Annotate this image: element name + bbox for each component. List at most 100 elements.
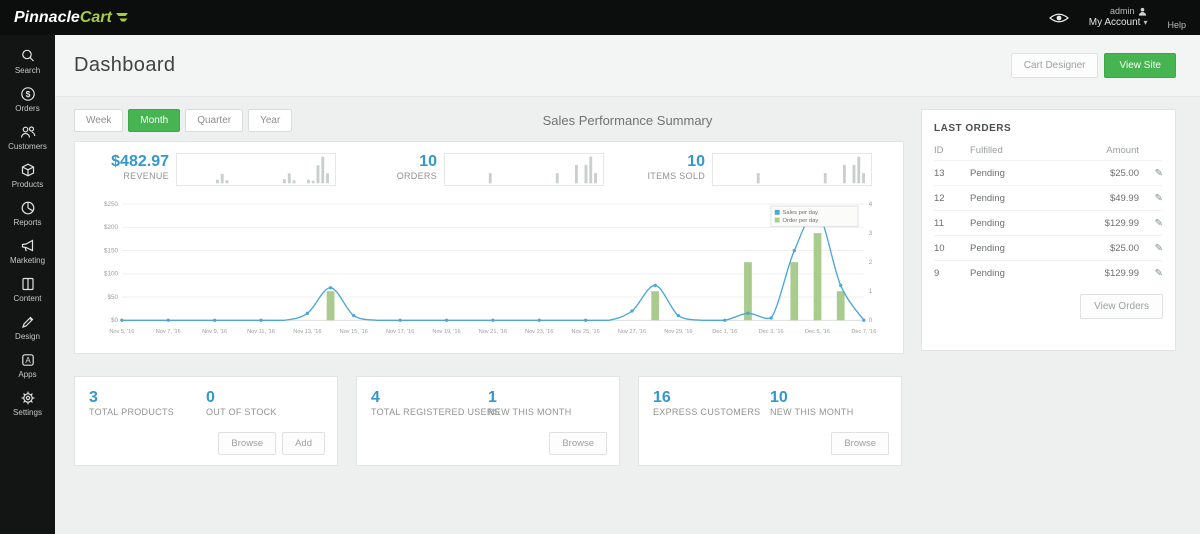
- account-block: admin My Account ▾: [1089, 6, 1148, 30]
- svg-text:Nov 13, '16: Nov 13, '16: [293, 329, 321, 335]
- table-row: 10 Pending $25.00 ✎: [934, 235, 1163, 260]
- help-link[interactable]: Help: [1167, 19, 1186, 30]
- new-express-value: 10: [770, 389, 788, 406]
- svg-text:Sales per day: Sales per day: [783, 210, 819, 216]
- sidebar-item-customers[interactable]: Customers: [0, 119, 55, 157]
- orders-value: 10: [419, 153, 437, 170]
- customers-icon: [20, 126, 35, 138]
- table-row: 11 Pending $129.99 ✎: [934, 210, 1163, 235]
- edit-order-icon[interactable]: ✎: [1154, 217, 1163, 229]
- sidebar-item-reports[interactable]: Reports: [0, 195, 55, 233]
- tab-week[interactable]: Week: [74, 109, 124, 132]
- svg-text:Nov 15, '16: Nov 15, '16: [340, 329, 368, 335]
- view-orders-button[interactable]: View Orders: [1080, 294, 1163, 319]
- revenue-sparkline: [176, 153, 336, 186]
- orders-sparkline: [444, 153, 604, 186]
- svg-text:Nov 21, '16: Nov 21, '16: [479, 329, 507, 335]
- order-status: Pending: [970, 217, 1005, 229]
- browse-express-customers-button[interactable]: Browse: [831, 432, 889, 455]
- svg-text:1: 1: [869, 288, 873, 295]
- order-status: Pending: [970, 267, 1005, 279]
- sidebar-item-label: Search: [14, 66, 41, 75]
- edit-order-icon[interactable]: ✎: [1154, 192, 1163, 204]
- table-row: 9 Pending $129.99 ✎: [934, 260, 1163, 285]
- orders-label: ORDERS: [396, 171, 437, 182]
- admin-user: admin: [1110, 6, 1148, 17]
- total-users-value: 4: [371, 389, 380, 406]
- chart-column: Week Month Quarter Year $482.97 REVENUE: [74, 109, 904, 354]
- orders-bars: [326, 233, 845, 321]
- my-account-label: My Account: [1088, 16, 1141, 28]
- sidebar-item-label: Settings: [13, 408, 42, 417]
- chart-legend: Sales per day Order per day: [770, 205, 859, 227]
- sidebar-item-orders[interactable]: $ Orders: [0, 81, 55, 119]
- order-status: Pending: [970, 242, 1005, 254]
- items-sold-value: 10: [687, 153, 705, 170]
- app-logo[interactable]: Pinnacle Cart: [14, 9, 129, 27]
- edit-order-icon[interactable]: ✎: [1154, 167, 1163, 179]
- svg-text:$100: $100: [104, 271, 118, 278]
- reports-icon: [21, 201, 34, 215]
- items-sold-sparkline: [712, 153, 872, 186]
- content-area: Sales Performance Summary Week Month Qua…: [55, 97, 1200, 466]
- edit-order-icon[interactable]: ✎: [1154, 242, 1163, 254]
- sidebar-item-content[interactable]: Content: [0, 271, 55, 309]
- svg-text:Nov 11, '16: Nov 11, '16: [247, 329, 275, 335]
- column-header-amount: Amount: [1106, 144, 1139, 156]
- apps-icon: A: [21, 354, 34, 366]
- preview-eye-icon[interactable]: [1048, 12, 1069, 24]
- sidebar-item-design[interactable]: Design: [0, 309, 55, 347]
- tab-quarter[interactable]: Quarter: [185, 109, 244, 132]
- order-amount: $129.99: [1104, 217, 1139, 229]
- my-account-menu[interactable]: My Account ▾: [1089, 17, 1148, 30]
- sidebar-item-products[interactable]: Products: [0, 157, 55, 195]
- main-area: Dashboard Cart Designer View Site Sales …: [55, 35, 1200, 534]
- svg-text:Nov 27, '16: Nov 27, '16: [618, 329, 646, 335]
- sidebar-item-marketing[interactable]: Marketing: [0, 233, 55, 271]
- browse-users-button[interactable]: Browse: [549, 432, 607, 455]
- edit-order-icon[interactable]: ✎: [1154, 267, 1163, 279]
- settings-icon: [21, 391, 34, 405]
- svg-text:$250: $250: [104, 201, 118, 208]
- sidebar-item-label: Products: [11, 180, 44, 189]
- design-icon: [21, 316, 33, 328]
- sidebar-item-label: Content: [13, 294, 42, 303]
- search-icon: [21, 49, 34, 62]
- sidebar: Search $ Orders Customers Products Repor…: [0, 35, 55, 534]
- logo-text-cart: Cart: [79, 8, 112, 26]
- cart-designer-button[interactable]: Cart Designer: [1010, 53, 1099, 78]
- svg-text:Dec 3, '16: Dec 3, '16: [759, 329, 784, 335]
- products-icon: [21, 163, 34, 177]
- browse-products-button[interactable]: Browse: [218, 432, 277, 455]
- sidebar-item-label: Orders: [15, 104, 40, 113]
- tab-year[interactable]: Year: [248, 109, 293, 132]
- sidebar-item-search[interactable]: Search: [0, 43, 55, 81]
- last-orders-title: LAST ORDERS: [934, 123, 1012, 134]
- user-icon: [1139, 7, 1147, 16]
- order-status: Pending: [970, 192, 1005, 204]
- svg-text:A: A: [25, 356, 31, 365]
- add-product-button[interactable]: Add: [282, 432, 325, 455]
- svg-text:Nov 19, '16: Nov 19, '16: [432, 329, 460, 335]
- svg-text:Dec 1, '16: Dec 1, '16: [712, 329, 737, 335]
- kpi-stats-row: $482.97 REVENUE 10 ORDERS: [87, 153, 891, 186]
- registered-users-card: 4 TOTAL REGISTERED USERS 1 NEW THIS MONT…: [356, 376, 620, 466]
- svg-text:0: 0: [869, 317, 873, 324]
- tab-month[interactable]: Month: [128, 109, 181, 132]
- order-amount: $25.00: [1109, 167, 1139, 179]
- revenue-value: $482.97: [111, 153, 169, 170]
- svg-text:$: $: [25, 89, 30, 99]
- sales-points: [120, 211, 866, 322]
- content-icon: [21, 277, 34, 291]
- svg-text:4: 4: [869, 201, 873, 208]
- header-buttons: Cart Designer View Site: [1010, 53, 1176, 78]
- table-row: 13 Pending $25.00 ✎: [934, 160, 1163, 185]
- svg-text:Dec 5, '16: Dec 5, '16: [805, 329, 830, 335]
- sidebar-item-settings[interactable]: Settings: [0, 385, 55, 423]
- sales-line: [121, 211, 865, 321]
- order-amount: $25.00: [1109, 242, 1139, 254]
- sidebar-item-apps[interactable]: A Apps: [0, 347, 55, 385]
- view-site-button[interactable]: View Site: [1104, 53, 1176, 78]
- svg-text:Nov 5, '16: Nov 5, '16: [109, 329, 134, 335]
- order-amount: $129.99: [1104, 267, 1139, 279]
